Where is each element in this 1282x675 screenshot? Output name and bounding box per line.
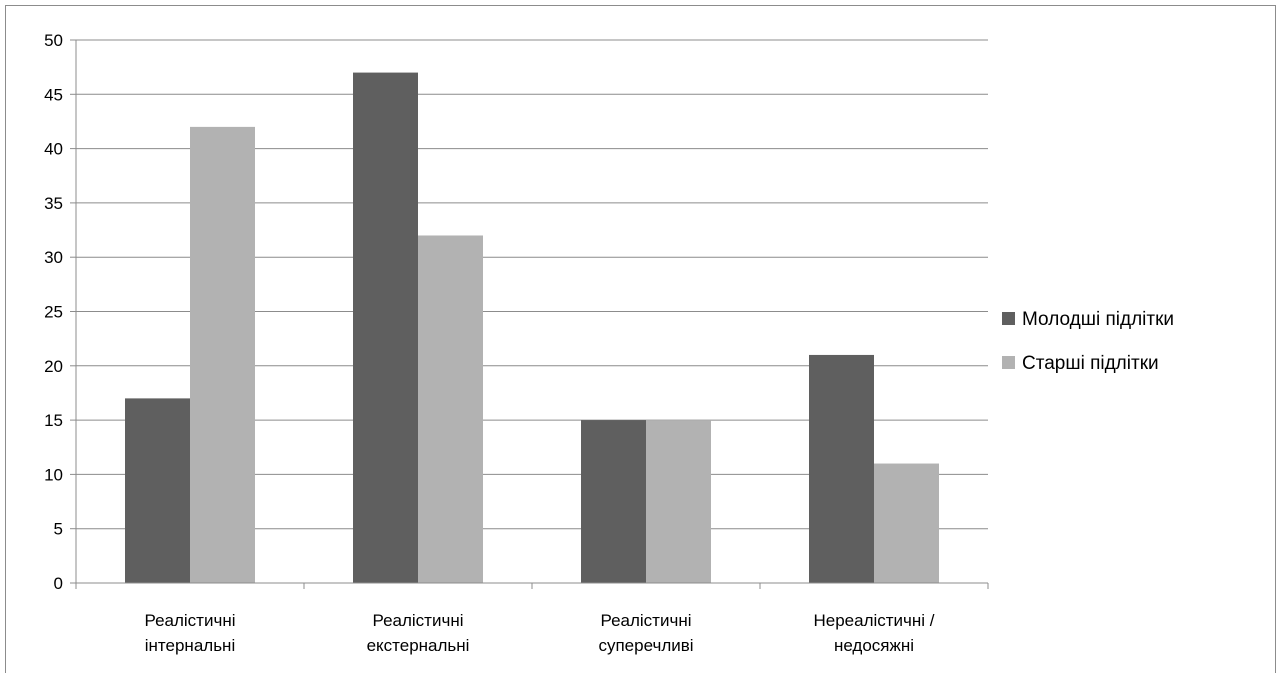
x-tick-label: Реалістичні: [600, 611, 691, 630]
legend-swatch-older: [1002, 356, 1015, 369]
y-tick-label: 40: [44, 140, 63, 159]
y-tick-label: 45: [44, 85, 63, 104]
bar-younger-0: [125, 398, 190, 583]
y-tick-label: 15: [44, 411, 63, 430]
legend-swatch-younger: [1002, 312, 1015, 325]
bar-younger-1: [353, 72, 418, 583]
x-tick-label: Реалістичні: [144, 611, 235, 630]
y-tick-label: 0: [54, 574, 63, 593]
x-tick-label: недосяжні: [834, 636, 914, 655]
bar-older-0: [190, 126, 255, 583]
y-tick-label: 5: [54, 520, 63, 539]
legend: Молодші підлітки Старші підлітки: [1002, 309, 1174, 374]
x-tick-label: суперечливі: [598, 636, 693, 655]
legend-label-older: Старші підлітки: [1022, 353, 1159, 374]
bar-older-3: [874, 463, 939, 583]
x-tick-label: Реалістичні: [372, 611, 463, 630]
y-tick-label: 20: [44, 357, 63, 376]
x-tick-label: екстернальні: [367, 636, 470, 655]
y-tick-label: 35: [44, 194, 63, 213]
y-tick-labels: 0 5 10 15 20 25 30 35 40 45 50: [44, 31, 63, 593]
bar-younger-3: [809, 354, 874, 583]
x-tick-label: Нереалістичні /: [813, 611, 934, 630]
x-tick-label: інтернальні: [145, 636, 235, 655]
axes: [70, 39, 989, 589]
legend-label-younger: Молодші підлітки: [1022, 309, 1174, 330]
bar-younger-2: [581, 420, 646, 583]
bar-older-2: [646, 420, 711, 583]
y-tick-label: 25: [44, 303, 63, 322]
bars: [125, 72, 939, 584]
x-tick-labels: Реалістичні інтернальні Реалістичні екстерн…: [144, 611, 934, 655]
bar-older-1: [418, 235, 483, 584]
y-tick-label: 30: [44, 248, 63, 267]
y-tick-label: 50: [44, 31, 63, 50]
y-tick-label: 10: [44, 465, 63, 484]
